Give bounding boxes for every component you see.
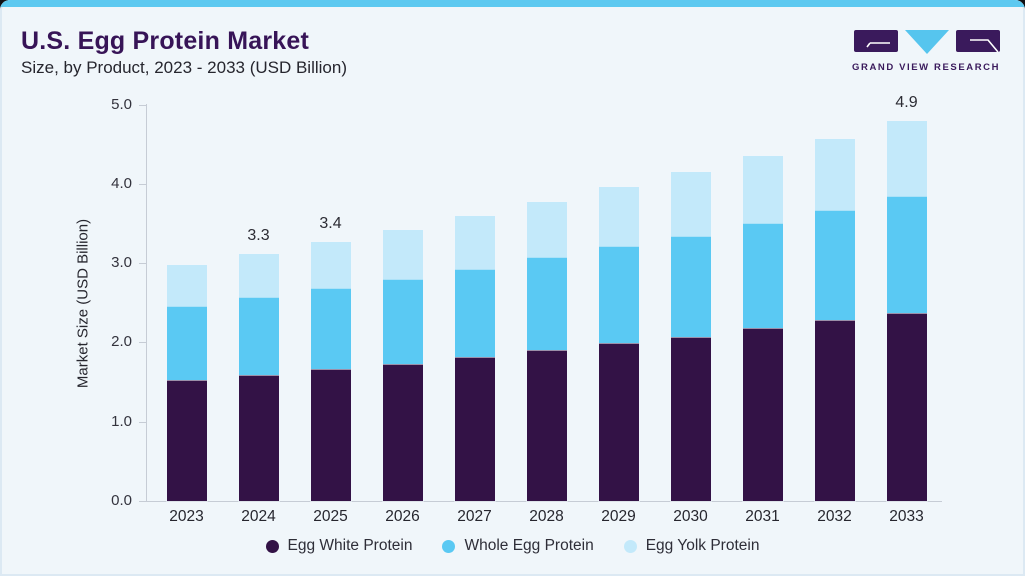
y-tick: [139, 421, 146, 423]
x-tick-label: 2032: [817, 508, 852, 525]
y-axis-title: Market Size (USD Billion): [74, 218, 92, 389]
page-subtitle: Size, by Product, 2023 - 2033 (USD Billi…: [21, 58, 347, 77]
x-tick-label: 2024: [241, 508, 276, 525]
bar-segment-egg-white-protein: [166, 380, 207, 501]
bar-value-label: 4.9: [895, 94, 918, 112]
bar-segment-egg-yolk-protein: [454, 215, 495, 269]
legend-item: Egg White Protein: [265, 537, 413, 555]
y-tick-label: 4.0: [111, 174, 132, 192]
gvr-logo-icon: [854, 30, 1000, 54]
logo-wordmark: GRAND VIEW RESEARCH: [852, 62, 1001, 73]
bar-segment-egg-yolk-protein: [598, 186, 639, 246]
y-tick-label: 2.0: [111, 333, 132, 351]
bar-segment-egg-yolk-protein: [742, 156, 783, 224]
bar-segment-egg-yolk-protein: [886, 121, 927, 197]
bar-segment-egg-white-protein: [670, 336, 711, 501]
bar-segment-whole-egg-protein: [310, 287, 351, 370]
y-tick: [139, 342, 146, 344]
y-tick-label: 1.0: [111, 412, 132, 430]
x-tick-label: 2026: [385, 508, 420, 525]
chart-legend: Egg White Protein Whole Egg Protein Egg Yo…: [0, 537, 1025, 555]
bar-segment-egg-white-protein: [742, 328, 783, 501]
y-tick: [139, 104, 146, 106]
bar-segment-egg-white-protein: [310, 369, 351, 501]
x-tick-label: 2028: [529, 508, 564, 525]
bar-segment-whole-egg-protein: [166, 305, 207, 381]
bar-value-label: 3.3: [247, 227, 270, 245]
bar-segment-egg-yolk-protein: [670, 171, 711, 237]
x-tick-label: 2023: [169, 508, 204, 525]
bar-segment-egg-white-protein: [382, 363, 423, 501]
x-tick-label: 2027: [457, 508, 492, 525]
bar-segment-whole-egg-protein: [598, 245, 639, 344]
bar-segment-whole-egg-protein: [814, 209, 855, 321]
bar-segment-egg-white-protein: [598, 343, 639, 501]
legend-item: Egg Yolk Protein: [623, 537, 760, 555]
y-tick-label: 5.0: [111, 95, 132, 113]
x-tick-label: 2025: [313, 508, 348, 525]
bar-segment-egg-yolk-protein: [238, 254, 279, 298]
bar-segment-egg-yolk-protein: [310, 241, 351, 288]
x-tick-label: 2031: [745, 508, 780, 525]
y-tick: [139, 501, 146, 502]
x-tick-label: 2030: [673, 508, 708, 525]
page-title: U.S. Egg Protein Market: [21, 27, 309, 55]
legend-label: Egg Yolk Protein: [645, 537, 760, 554]
bar-segment-egg-white-protein: [886, 313, 927, 501]
y-tick: [139, 183, 146, 185]
legend-swatch-icon: [623, 539, 637, 553]
bar-segment-egg-white-protein: [238, 374, 279, 501]
x-axis-line: [146, 501, 942, 502]
x-tick-label: 2029: [601, 508, 636, 525]
x-tick-label: 2033: [889, 508, 924, 525]
bar-segment-whole-egg-protein: [382, 278, 423, 364]
legend-label: Egg White Protein: [287, 537, 413, 554]
bar-segment-egg-yolk-protein: [526, 202, 567, 257]
bar-segment-whole-egg-protein: [742, 223, 783, 329]
y-axis-line: [146, 104, 147, 502]
y-tick: [139, 263, 146, 265]
legend-swatch-icon: [265, 539, 279, 553]
bar-segment-whole-egg-protein: [526, 256, 567, 351]
accent-bar: [0, 0, 1025, 7]
legend-label: Whole Egg Protein: [464, 537, 594, 554]
legend-item: Whole Egg Protein: [442, 537, 594, 555]
bar-value-label: 3.4: [319, 214, 342, 232]
bar-segment-egg-white-protein: [454, 357, 495, 501]
bar-segment-whole-egg-protein: [886, 196, 927, 314]
bar-segment-egg-yolk-protein: [382, 229, 423, 279]
bar-segment-egg-white-protein: [526, 350, 567, 501]
bar-segment-whole-egg-protein: [454, 268, 495, 358]
bar-segment-egg-white-protein: [814, 320, 855, 501]
y-tick-label: 0.0: [111, 492, 132, 509]
bar-segment-egg-yolk-protein: [814, 138, 855, 210]
legend-swatch-icon: [442, 539, 456, 553]
bar-segment-whole-egg-protein: [238, 297, 279, 375]
grand-view-research-logo: GRAND VIEW RESEARCH: [852, 28, 1002, 73]
y-tick-label: 3.0: [111, 254, 132, 272]
bar-segment-egg-yolk-protein: [166, 264, 207, 306]
bar-segment-whole-egg-protein: [670, 236, 711, 337]
